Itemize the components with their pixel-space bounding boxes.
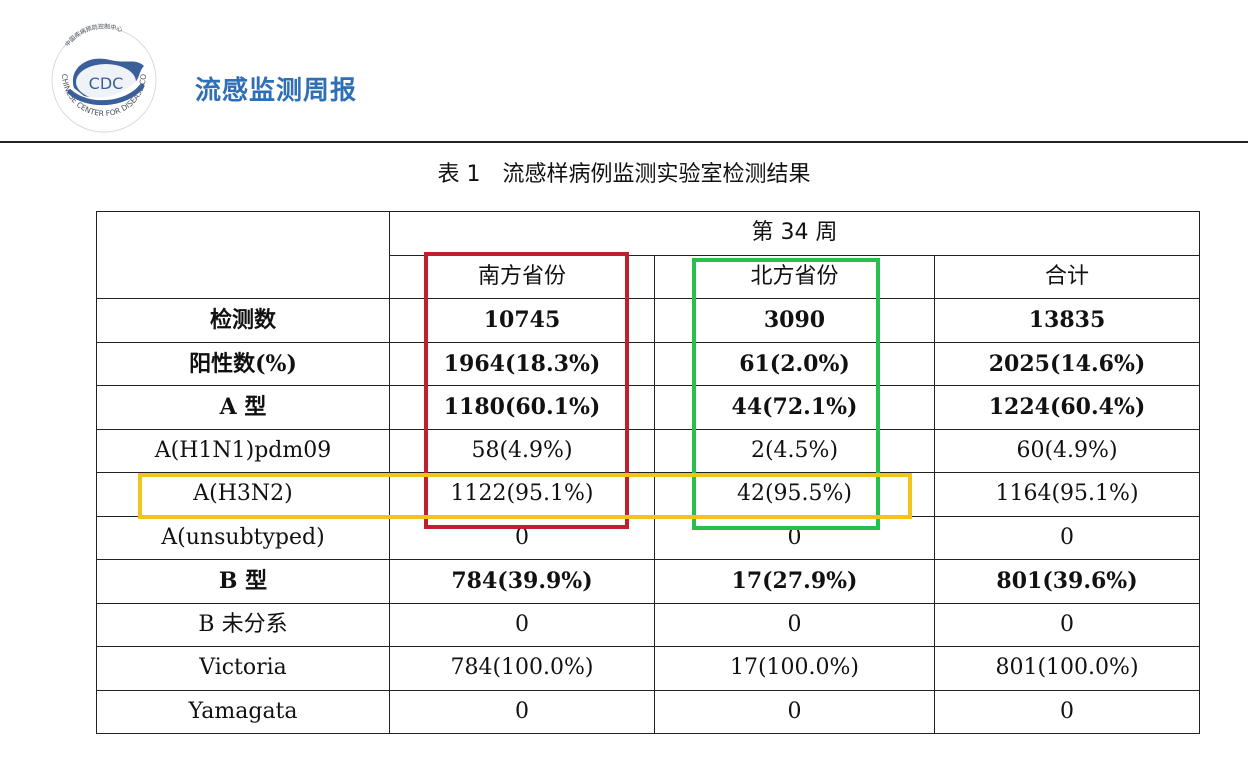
table-caption-text: 流感样病例监测实验室检测结果 [502, 162, 811, 187]
results-table: 第 34 周 南方省份 北方省份 合计 检测数 10745 3090 13835… [96, 211, 1201, 734]
table-cell: 42(95.5%) [654, 472, 935, 517]
row-label: Victoria [96, 646, 390, 691]
table-cell: 801(39.6%) [933, 559, 1201, 604]
table-cell: 61(2.0%) [654, 341, 935, 386]
table-cell: 0 [654, 689, 935, 734]
table-cell: 1964(18.3%) [389, 341, 655, 386]
table-cell: 784(100.0%) [389, 646, 655, 691]
row-label: A(H3N2) [96, 472, 390, 517]
row-label: B 型 [96, 559, 390, 604]
table-cell: 44(72.1%) [654, 385, 935, 430]
table-cell: 784(39.9%) [389, 559, 655, 604]
china-cdc-logo: CHINESE CENTER FOR DISEASE CONTROL AND P… [40, 10, 157, 133]
logo-top-text: 中国疾病预防控制中心 [63, 22, 123, 48]
table-cell: 17(27.9%) [654, 559, 935, 604]
table-cell: 1164(95.1%) [933, 472, 1201, 517]
week-header-cell: 第 34 周 [388, 211, 1201, 256]
table-cell: 58(4.9%) [389, 428, 655, 473]
table-cell: 13835 [933, 298, 1201, 343]
column-header-total: 合计 [933, 254, 1201, 299]
table-row: Victoria 784(100.0%) 17(100.0%) 801(100.… [96, 646, 1201, 691]
header-empty-cell [96, 211, 390, 299]
row-label: B 未分系 [96, 602, 390, 647]
row-label: A(H1N1)pdm09 [96, 428, 390, 473]
table-row: A(H1N1)pdm09 58(4.9%) 2(4.5%) 60(4.9%) [96, 428, 1201, 473]
column-header-south: 南方省份 [389, 254, 655, 299]
table-cell: 0 [654, 515, 935, 560]
table-row: A(unsubtyped) 0 0 0 [96, 515, 1201, 560]
row-label: A(unsubtyped) [96, 515, 390, 560]
table-cell: 0 [389, 602, 655, 647]
table-row: B 未分系 0 0 0 [96, 602, 1201, 647]
table-header-row: 第 34 周 [96, 211, 1201, 299]
table-row: 阳性数(%) 1964(18.3%) 61(2.0%) 2025(14.6%) [96, 341, 1201, 386]
row-label: 阳性数(%) [96, 341, 390, 386]
table-cell: 2025(14.6%) [933, 341, 1201, 386]
table-row: Yamagata 0 0 0 [96, 689, 1201, 734]
report-header: CHINESE CENTER FOR DISEASE CONTROL AND P… [0, 0, 1248, 143]
table-cell: 10745 [389, 298, 655, 343]
table-row: 检测数 10745 3090 13835 [96, 298, 1201, 343]
table-cell: 2(4.5%) [654, 428, 935, 473]
table-cell: 3090 [654, 298, 935, 343]
row-label: A 型 [96, 385, 390, 430]
row-label: 检测数 [96, 298, 390, 343]
table-cell: 0 [654, 602, 935, 647]
table-cell: 60(4.9%) [933, 428, 1201, 473]
table-cell: 17(100.0%) [654, 646, 935, 691]
table-row: B 型 784(39.9%) 17(27.9%) 801(39.6%) [96, 559, 1201, 604]
table-caption-number: 表 1 [437, 162, 481, 187]
table-row: A(H3N2) 1122(95.1%) 42(95.5%) 1164(95.1%… [96, 472, 1201, 517]
table-cell: 1122(95.1%) [389, 472, 655, 517]
table-cell: 1180(60.1%) [389, 385, 655, 430]
logo-text: CDC [89, 74, 124, 93]
table-cell: 1224(60.4%) [933, 385, 1201, 430]
column-header-north: 北方省份 [654, 254, 935, 299]
header-divider [0, 141, 1248, 143]
table-cell: 0 [933, 602, 1201, 647]
table-cell: 801(100.0%) [933, 646, 1201, 691]
svg-text:中国疾病预防控制中心: 中国疾病预防控制中心 [63, 22, 123, 48]
table-caption: 表 1 流感样病例监测实验室检测结果 [0, 156, 1248, 188]
table-cell: 0 [389, 689, 655, 734]
table-cell: 0 [933, 689, 1201, 734]
report-title: 流感监测周报 [195, 76, 358, 106]
row-label: Yamagata [96, 689, 390, 734]
table-row: A 型 1180(60.1%) 44(72.1%) 1224(60.4%) [96, 385, 1201, 430]
table-cell: 0 [389, 515, 655, 560]
table-cell: 0 [933, 515, 1201, 560]
